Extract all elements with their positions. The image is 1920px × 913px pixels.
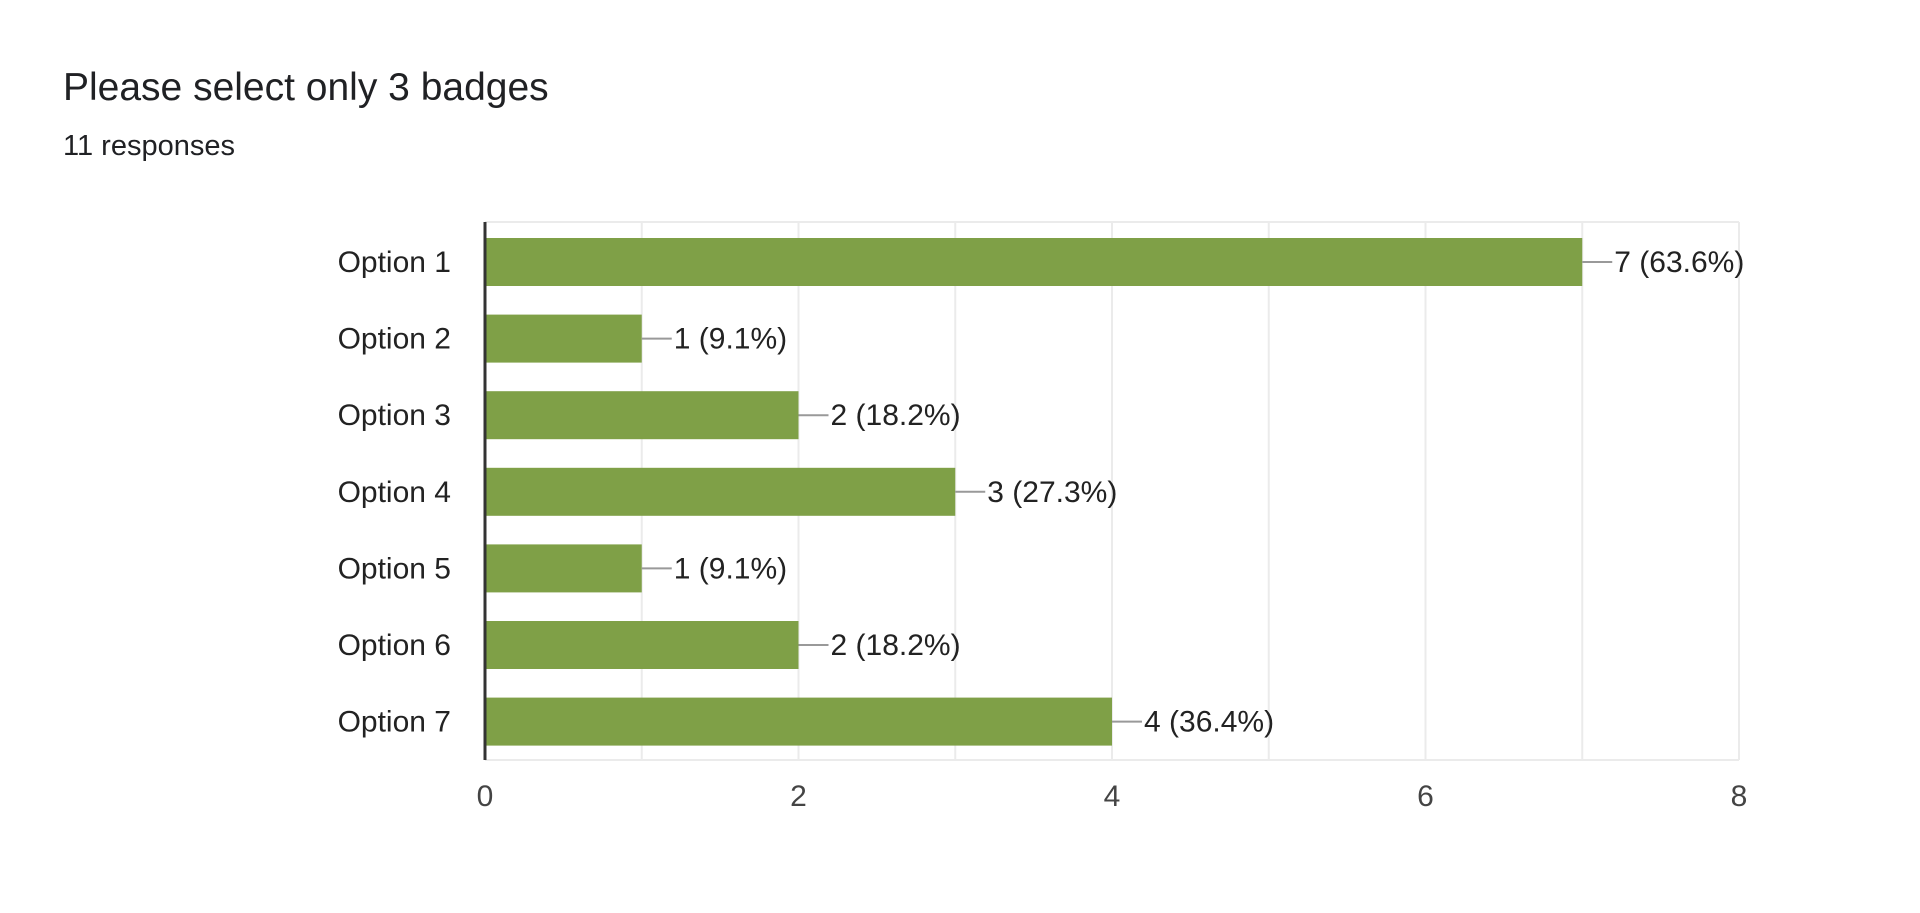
data-label: 1 (9.1%): [674, 323, 787, 356]
x-tick-label: 4: [1104, 780, 1121, 813]
data-label: 4 (36.4%): [1144, 706, 1274, 739]
x-tick-label: 8: [1731, 780, 1748, 813]
bar: [485, 238, 1583, 286]
data-label: 3 (27.3%): [987, 476, 1117, 509]
bar: [485, 544, 642, 593]
category-label: Option 2: [338, 323, 451, 356]
data-label: 7 (63.6%): [1614, 246, 1744, 279]
question-title: Please select only 3 badges: [63, 66, 549, 109]
data-label: 2 (18.2%): [831, 629, 961, 662]
x-tick-label: 0: [477, 780, 494, 813]
data-label: 1 (9.1%): [674, 552, 787, 585]
category-label: Option 3: [338, 399, 451, 432]
category-label: Option 5: [338, 552, 451, 585]
bar: [485, 314, 642, 363]
response-count: 11 responses: [63, 130, 235, 162]
category-label: Option 7: [338, 706, 451, 739]
category-label: Option 4: [338, 476, 451, 509]
x-tick-label: 2: [790, 780, 807, 813]
bar: [485, 697, 1112, 746]
category-label: Option 1: [338, 246, 451, 279]
x-tick-label: 6: [1417, 780, 1434, 813]
category-label: Option 6: [338, 629, 451, 662]
bar: [485, 621, 799, 669]
bar: [485, 391, 799, 440]
data-label: 2 (18.2%): [831, 399, 961, 432]
bar: [485, 467, 956, 516]
